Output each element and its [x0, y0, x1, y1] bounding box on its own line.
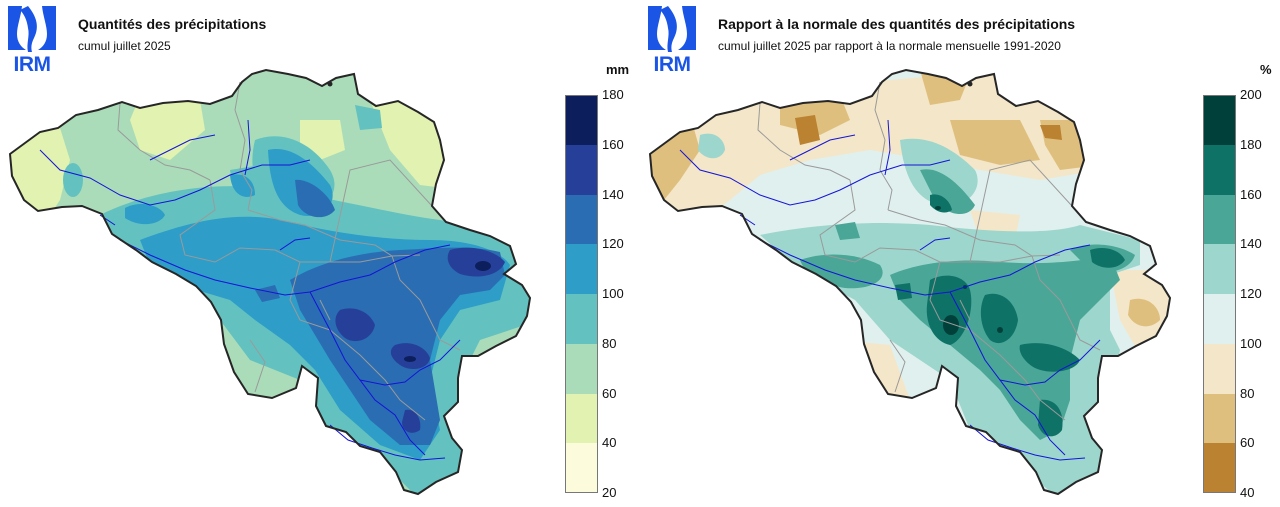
legend-swatch-40-60 [1203, 443, 1236, 493]
legend-tick-label: 200 [1240, 87, 1262, 102]
zone-160-180 [404, 261, 491, 362]
legend-swatch-140-160 [1203, 194, 1236, 245]
irm-logo-text: IRM [13, 53, 52, 76]
legend-swatch-120-140 [1203, 244, 1236, 294]
legend-tick-label: 100 [1240, 335, 1262, 351]
map-title: Quantités des précipitations [78, 16, 267, 32]
belgium-ratio-map [648, 68, 1172, 496]
legend-tick-label: 160 [602, 136, 624, 152]
ratio-to-normal-panel: IRM Rapport à la normale des quantités d… [640, 0, 1280, 507]
rivers [39, 119, 461, 461]
legend-tick-label: 140 [1240, 236, 1262, 252]
legend-swatch-100-120 [565, 244, 598, 294]
legend-swatch-120-140 [565, 194, 598, 245]
precipitation-amount-panel: IRM Quantités des précipitations cumul j… [0, 0, 630, 500]
legend-bar [565, 95, 598, 493]
legend-frame [565, 95, 598, 493]
legend-tick-label: 60 [1240, 435, 1255, 451]
legend-swatch-20-40 [565, 443, 598, 493]
legend-swatch-80-100 [565, 294, 598, 344]
legend-tick-label: 80 [1240, 385, 1255, 401]
legend-bar [1203, 95, 1236, 493]
legend-frame [1203, 95, 1236, 493]
legend-tick-label: 120 [602, 236, 624, 252]
province-borders [117, 81, 461, 421]
legend-tick-label: 100 [602, 286, 624, 301]
belgium-precipitation-map [8, 68, 532, 496]
baarle-enclave [967, 81, 973, 87]
legend-swatch-160-180 [1203, 144, 1236, 195]
legend-tick-label: 20 [602, 485, 617, 500]
map-title: Rapport à la normale des quantités des p… [718, 16, 1076, 32]
legend-swatch-140-160 [565, 144, 598, 195]
legend-swatch-40-60 [565, 393, 598, 444]
zone-140-160 [335, 247, 505, 433]
legend-tick-label: 40 [1240, 485, 1255, 500]
irm-logo: IRM [646, 4, 698, 76]
national-border [648, 68, 1172, 496]
legend-swatch-60-80 [1203, 393, 1236, 444]
irm-logo-text: IRM [653, 53, 692, 76]
legend-swatch-100-120 [1203, 294, 1236, 344]
zone-180-200 [935, 206, 1003, 335]
legend-tick-label: 160 [1240, 186, 1262, 202]
national-border [8, 68, 532, 496]
legend-swatch-60-80 [565, 343, 598, 394]
legend-tick-label: 40 [602, 435, 617, 451]
legend-swatch-80-100 [1203, 343, 1236, 394]
map-subtitle: cumul juillet 2025 par rapport à la norm… [718, 39, 1061, 53]
map-subtitle: cumul juillet 2025 [78, 39, 171, 53]
legend-swatch-180-200 [1203, 95, 1236, 145]
legend-tick-label: 80 [602, 335, 617, 351]
rivers [679, 119, 1101, 461]
legend-unit: % [1260, 62, 1272, 77]
baarle-enclave [327, 81, 333, 87]
legend-tick-label: 120 [1240, 286, 1262, 301]
legend-tick-label: 180 [602, 87, 624, 102]
province-borders [757, 81, 1101, 421]
legend-unit: mm [606, 62, 630, 77]
legend-swatch-160-180 [565, 95, 598, 145]
zone-160-180 [895, 194, 1125, 437]
irm-logo: IRM [6, 4, 58, 76]
legend-tick-label: 60 [602, 385, 617, 401]
legend-tick-label: 140 [602, 186, 624, 202]
legend-tick-label: 180 [1240, 136, 1262, 152]
